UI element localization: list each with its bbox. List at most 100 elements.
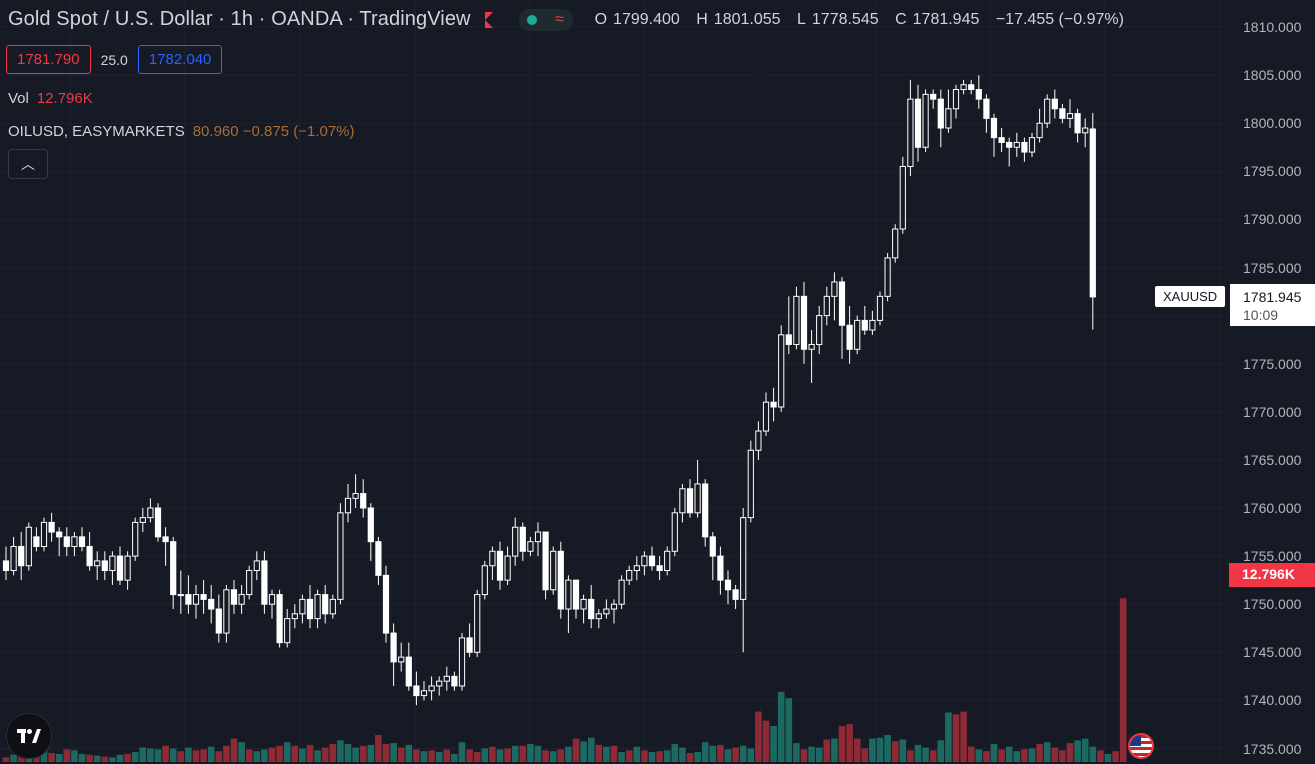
candle-body	[762, 401, 770, 432]
volume-bar	[291, 745, 299, 762]
volume-bar	[420, 751, 428, 762]
candle-body	[588, 598, 595, 620]
candle-body	[177, 594, 184, 597]
compare-symbol: OILUSD, EASYMARKETS	[8, 123, 185, 140]
volume-bar	[922, 747, 929, 762]
volume-bar	[549, 751, 557, 762]
price-tick-label: 1760.000	[1243, 500, 1302, 516]
candle-body	[306, 598, 314, 620]
candle-body	[367, 507, 374, 543]
candle-body	[747, 449, 754, 519]
candle-body	[527, 541, 534, 552]
volume-bar	[352, 747, 359, 762]
ohlc-change: −17.455 (−0.97%)	[995, 10, 1124, 28]
candle-body	[990, 117, 998, 139]
candle-body	[71, 536, 78, 547]
candle-body	[139, 517, 146, 523]
candle-body	[671, 512, 678, 552]
volume-bar	[952, 714, 960, 762]
candle-body	[48, 521, 55, 533]
volume-bar	[10, 754, 17, 762]
price-axis[interactable]	[1229, 0, 1315, 764]
candle-body	[610, 603, 618, 610]
volume-bar	[565, 746, 572, 762]
flag-icon[interactable]	[484, 11, 493, 28]
candle-body	[808, 343, 815, 350]
volume-bar	[268, 747, 276, 762]
compare-legend[interactable]: OILUSD, EASYMARKETS 80.960 −0.875 (−1.07%…	[8, 123, 355, 140]
candle-body	[109, 555, 116, 572]
candle-body	[94, 560, 101, 567]
candle-body	[892, 228, 899, 259]
candle-body	[542, 531, 549, 591]
candle-body	[56, 531, 63, 538]
volume-bar	[975, 749, 983, 762]
volume-bar	[762, 720, 770, 762]
candle-body	[770, 401, 777, 408]
ohlc-open: O 1799.400	[594, 10, 680, 28]
volume-bar	[1013, 751, 1021, 762]
candle-body	[132, 521, 139, 557]
candle-body	[550, 550, 557, 591]
candle-body	[116, 555, 124, 581]
ohlc-high: H 1801.055	[696, 10, 781, 28]
candle-body	[717, 555, 724, 581]
candle-body	[618, 579, 625, 605]
market-status-pill[interactable]: ≈	[518, 8, 573, 31]
candle-body	[192, 594, 200, 605]
volume-legend[interactable]: Vol 12.796K	[8, 90, 93, 107]
candle-body	[709, 536, 716, 557]
candle-body	[512, 526, 519, 557]
volume-bar	[861, 748, 869, 762]
candle-body	[2, 560, 10, 572]
volume-bar	[473, 752, 481, 762]
price-candles	[2, 75, 1096, 706]
candle-body	[861, 319, 868, 331]
candle-body	[732, 589, 739, 600]
collapse-legend-button[interactable]: ︿	[8, 149, 48, 179]
volume-bar	[435, 752, 443, 762]
candle-body	[337, 512, 344, 600]
volume-bar	[1021, 749, 1028, 762]
volume-bar	[983, 751, 990, 762]
candlestick-chart[interactable]	[0, 0, 1229, 764]
volume-bar	[945, 712, 952, 762]
tradingview-logo-icon[interactable]	[6, 713, 52, 759]
candle-body	[360, 493, 367, 509]
volume-bar	[686, 753, 694, 762]
candle-body	[664, 550, 671, 572]
candle-body	[968, 84, 975, 91]
candle-body	[572, 579, 580, 610]
candle-body	[200, 594, 207, 600]
volume-bar	[131, 752, 139, 762]
candle-body	[945, 108, 952, 129]
candle-body	[633, 565, 640, 572]
candle-body	[185, 594, 192, 605]
volume-bars	[2, 598, 1127, 762]
volume-bar	[739, 745, 747, 762]
candle-body	[413, 685, 420, 697]
candle-body	[800, 295, 808, 350]
candle-body	[124, 555, 131, 581]
spread-value: 25.0	[100, 51, 128, 68]
volume-bar	[656, 751, 663, 762]
candle-body	[299, 598, 306, 615]
volume-bar	[245, 749, 253, 762]
candle-body	[785, 334, 792, 345]
volume-bar	[701, 742, 709, 762]
buy-button[interactable]: 1782.040	[137, 45, 223, 74]
candle-body	[914, 98, 922, 148]
volume-bar	[458, 742, 466, 762]
chart-title[interactable]: Gold Spot / U.S. Dollar · 1h · OANDA · T…	[8, 8, 471, 30]
volume-bar	[580, 741, 587, 762]
volume-bar	[929, 750, 937, 762]
compare-values: 80.960 −0.875 (−1.07%)	[192, 123, 355, 140]
volume-bar	[375, 735, 382, 762]
candle-body	[436, 680, 443, 687]
volume-bar	[899, 739, 907, 762]
volume-bar	[595, 744, 603, 762]
candle-body	[78, 536, 86, 547]
sell-button[interactable]: 1781.790	[6, 45, 91, 74]
price-tick-label: 1795.000	[1243, 163, 1302, 180]
us-flag-icon[interactable]	[1128, 733, 1154, 759]
